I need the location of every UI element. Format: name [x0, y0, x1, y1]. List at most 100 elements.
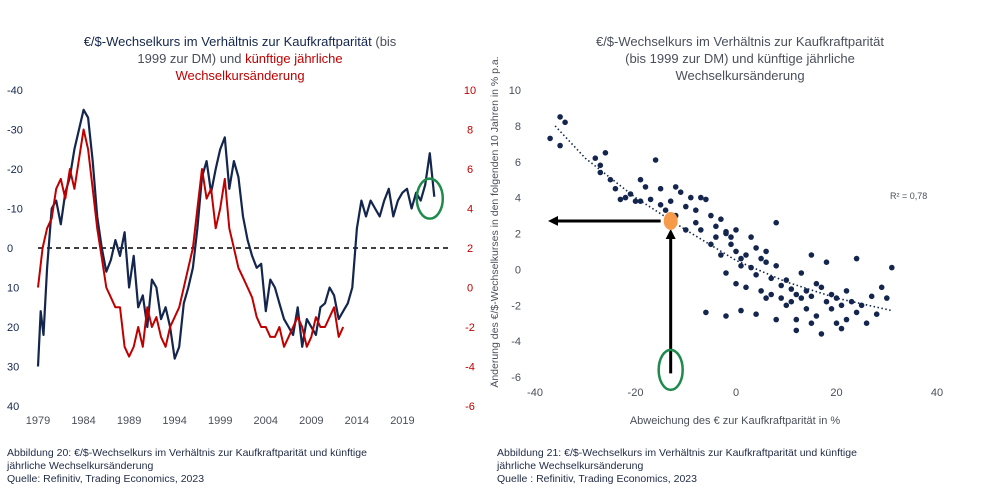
scatter-point: [642, 184, 649, 190]
x-tick-label: 1984: [71, 415, 95, 427]
scatter-point: [763, 248, 769, 255]
scatter-point: [617, 196, 624, 203]
scatter-point: [718, 216, 724, 222]
scatter-point: [853, 255, 860, 262]
scatter-point: [818, 331, 825, 337]
right-y-tick-label: 4: [467, 204, 473, 216]
scatter-point: [773, 316, 779, 323]
left-title-navy: €/$-Wechselkurs im Verhältnis zur Kaufkr…: [83, 34, 372, 49]
left-y-tick-label: -10: [7, 204, 23, 216]
scatter-point: [838, 325, 845, 332]
x-tick-label: 1994: [162, 415, 186, 427]
scatter-point: [768, 275, 774, 282]
scatter-x-tick-label: 20: [830, 387, 842, 399]
scatter-point: [793, 316, 800, 323]
scatter-point: [828, 291, 835, 298]
scatter-point: [758, 255, 764, 262]
scatter-point: [738, 307, 744, 314]
right-y-tick-label: 10: [464, 85, 476, 97]
scatter-point: [808, 252, 815, 258]
scatter-point: [738, 263, 744, 269]
scatter-y-tick-label: -6: [511, 372, 521, 384]
scatter-point: [738, 255, 744, 262]
scatter-y-tick-label: 8: [515, 121, 521, 133]
scatter-point: [607, 176, 614, 183]
scatter-point: [843, 316, 850, 323]
scatter-point: [683, 227, 689, 233]
scatter-point: [833, 320, 840, 327]
right-y-tick-label: 6: [467, 164, 473, 176]
scatter-point: [808, 293, 815, 300]
scatter-point: [672, 184, 679, 190]
scatter-y-tick-label: 6: [515, 157, 521, 169]
left-caption-line-3: Quelle: Refinitiv, Trading Economics, 20…: [7, 473, 205, 485]
scatter-point: [703, 196, 709, 203]
left-title-red-2: Wechselkursänderung: [175, 68, 305, 83]
x-tick-label: 2004: [254, 415, 278, 427]
x-tick-label: 2019: [390, 415, 414, 427]
scatter-point: [698, 227, 704, 233]
x-tick-label: 2014: [345, 415, 369, 427]
scatter-point: [597, 162, 604, 169]
right-caption-line-1: Abbildung 21: €/$-Wechselkurs im Verhält…: [497, 447, 857, 459]
scatter-point: [783, 302, 790, 309]
scatter-point: [758, 288, 764, 294]
scatter-point: [652, 157, 659, 163]
left-caption-line-2: jährliche Wechselkursänderung: [7, 460, 154, 472]
series-line-exchange-rate: [36, 108, 436, 367]
scatter-point: [698, 194, 704, 201]
scatter-point: [768, 291, 774, 298]
scatter-point: [733, 280, 739, 287]
scatter-point: [773, 219, 779, 226]
left-y-tick-label: 10: [7, 283, 19, 295]
scatter-point: [798, 295, 805, 301]
scatter-y-tick-label: 10: [509, 85, 521, 97]
scatter-point: [688, 194, 694, 201]
scatter-point: [627, 191, 634, 197]
scatter-point: [818, 284, 825, 291]
scatter-point: [743, 252, 749, 258]
scatter-point: [868, 293, 875, 300]
scatter-point: [713, 234, 719, 240]
scatter-point: [748, 264, 754, 271]
scatter-y-tick-label: -4: [511, 336, 521, 348]
scatter-point: [828, 306, 835, 312]
scatter-point: [703, 309, 709, 316]
right-caption-line-2: jährliche Wechselkursänderung: [497, 460, 644, 472]
scatter-point: [753, 272, 759, 278]
scatter-point: [743, 284, 749, 291]
scatter-point: [728, 241, 734, 248]
scatter-point: [863, 320, 870, 327]
right-y-tick-label: 0: [467, 283, 473, 295]
scatter-point: [848, 298, 855, 305]
right-title-line-2: (bis 1999 zur DM) und künftige jährliche: [625, 51, 855, 66]
scatter-point: [763, 259, 769, 266]
x-tick-label: 1989: [117, 415, 141, 427]
scatter-x-tick-label: -20: [628, 387, 644, 399]
scatter-point: [728, 234, 734, 240]
scatter-point: [773, 263, 779, 269]
scatter-point: [748, 234, 754, 240]
scatter-point: [637, 198, 644, 204]
scatter-point: [793, 291, 800, 298]
right-caption: Abbildung 21: €/$-Wechselkurs im Verhält…: [497, 447, 977, 486]
scatter-point: [657, 202, 664, 208]
left-title-gray-2: 1999 zur DM) und: [137, 51, 242, 66]
scatter-point: [873, 311, 880, 318]
scatter-point: [723, 270, 729, 276]
scatter-x-tick-label: -40: [527, 387, 543, 399]
scatter-point: [708, 241, 714, 248]
scatter-point: [683, 203, 689, 210]
scatter-point: [693, 219, 699, 226]
left-title-red-1: künftige jährliche: [245, 51, 343, 66]
scatter-point: [557, 114, 563, 120]
left-y-tick-label: 20: [7, 322, 19, 334]
scatter-point: [657, 185, 664, 192]
left-y-tick-label: 0: [7, 243, 13, 255]
right-chart-title: €/$-Wechselkurs im Verhältnis zur Kaufkr…: [520, 33, 960, 84]
left-caption: Abbildung 20: €/$-Wechselkurs im Verhält…: [7, 447, 477, 486]
scatter-point: [878, 284, 885, 291]
scatter-point: [803, 306, 810, 312]
scatter-y-tick-label: 0: [515, 264, 521, 276]
